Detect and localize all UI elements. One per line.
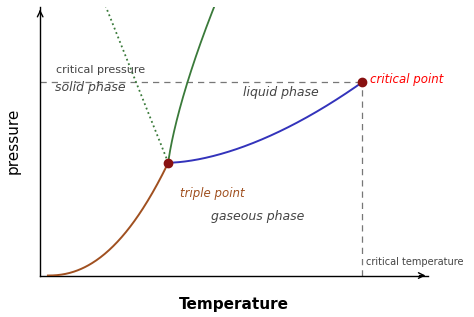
Text: critical temperature: critical temperature xyxy=(366,257,464,268)
Text: triple point: triple point xyxy=(180,187,245,200)
Text: Temperature: Temperature xyxy=(179,297,289,312)
Text: gaseous phase: gaseous phase xyxy=(211,210,304,223)
Text: pressure: pressure xyxy=(6,108,20,174)
Text: liquid phase: liquid phase xyxy=(243,87,319,100)
Text: critical point: critical point xyxy=(370,73,444,86)
Text: critical pressure: critical pressure xyxy=(55,65,145,75)
Text: solid phase: solid phase xyxy=(55,81,126,94)
